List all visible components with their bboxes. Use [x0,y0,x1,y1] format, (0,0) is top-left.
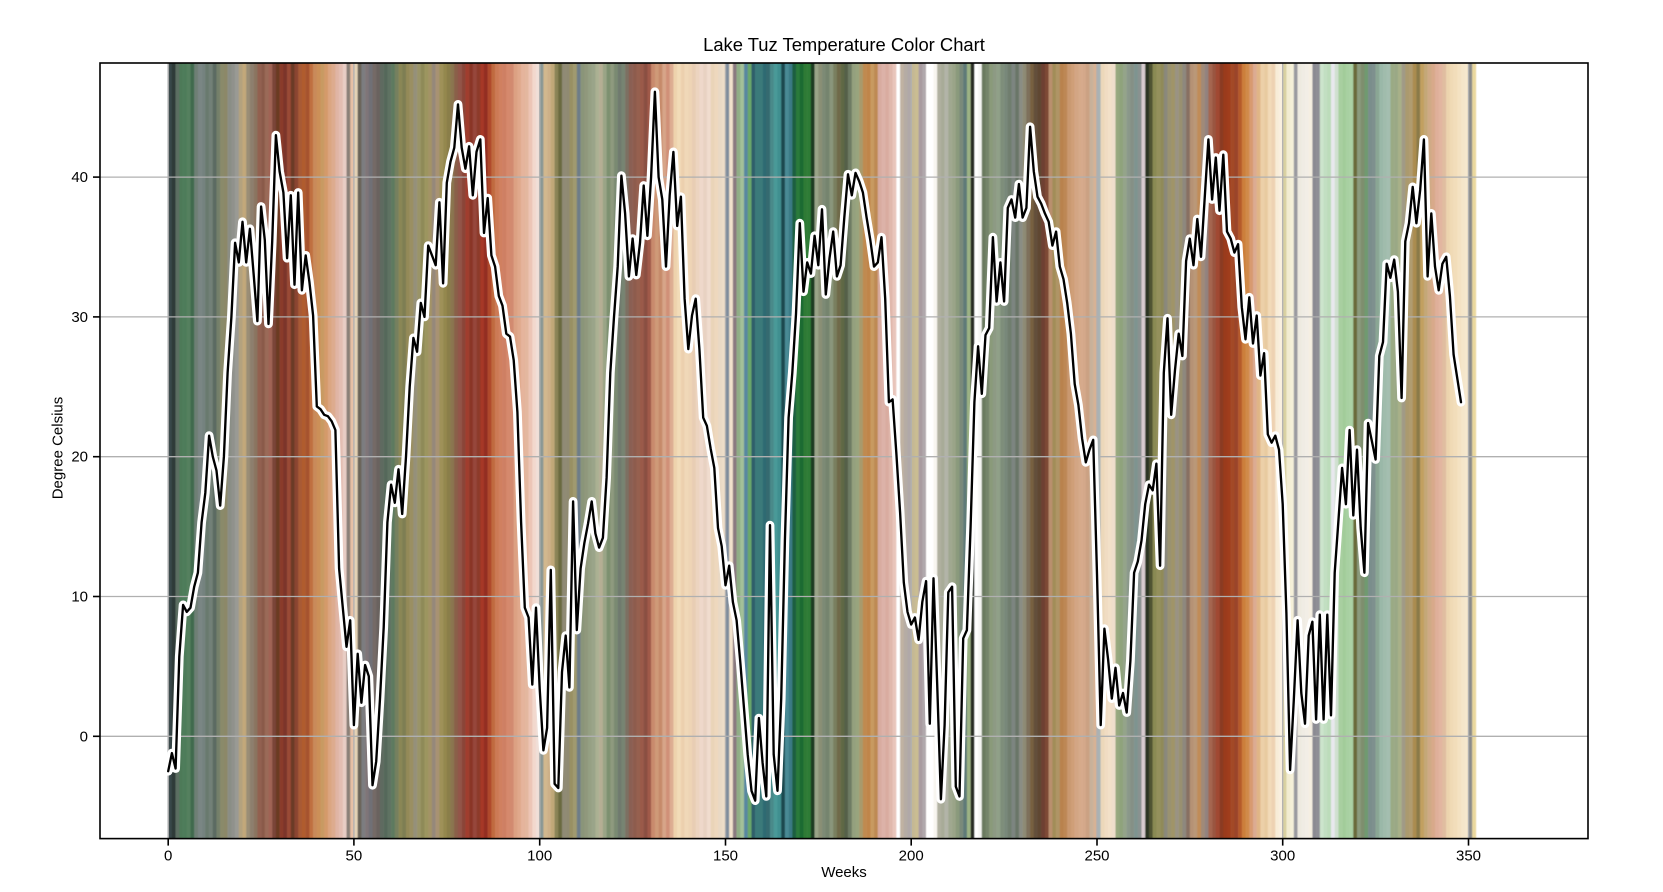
svg-text:350: 350 [1456,848,1481,865]
svg-text:0: 0 [164,848,172,865]
svg-text:Degree Celsius: Degree Celsius [50,397,67,500]
svg-text:100: 100 [527,848,552,865]
svg-text:Weeks: Weeks [821,864,867,881]
svg-text:50: 50 [346,848,363,865]
svg-text:Lake Tuz Temperature Color Cha: Lake Tuz Temperature Color Chart [703,34,985,55]
svg-text:200: 200 [899,848,924,865]
svg-text:0: 0 [80,728,88,745]
svg-text:150: 150 [713,848,738,865]
svg-text:20: 20 [71,449,88,466]
svg-text:10: 10 [71,589,88,606]
svg-text:30: 30 [71,309,88,326]
svg-text:40: 40 [71,169,88,186]
svg-text:300: 300 [1270,848,1295,865]
svg-text:250: 250 [1084,848,1109,865]
